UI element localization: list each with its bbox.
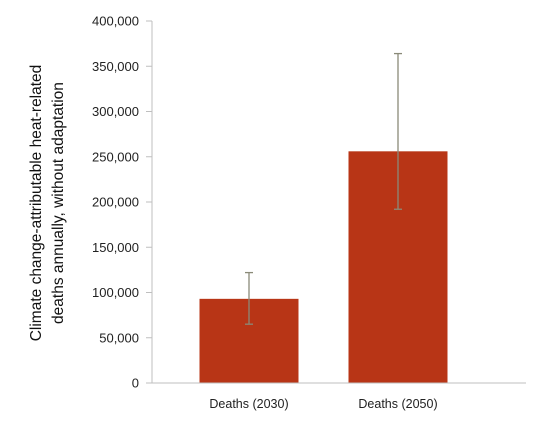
y-tick-label: 300,000 [92, 104, 139, 119]
x-category-label: Deaths (2030) [209, 397, 288, 411]
y-axis-title: Climate change-attributable heat-related… [28, 65, 67, 342]
y-tick-label: 250,000 [92, 149, 139, 164]
y-tick-label: 50,000 [99, 330, 139, 345]
y-axis-title-line-2: deaths annually, without adaptation [50, 82, 67, 324]
x-axis: Deaths (2030) Deaths (2050) [152, 382, 526, 411]
y-tick-label: 200,000 [92, 195, 139, 210]
y-tick-label: 0 [132, 376, 139, 391]
y-axis: 0 50,000 100,000 150,000 200,000 250,000 300,0… [92, 14, 153, 391]
x-category-label: Deaths (2050) [358, 397, 437, 411]
y-axis-title-line-1: Climate change-attributable heat-related [28, 65, 45, 342]
y-tick-label: 150,000 [92, 240, 139, 255]
y-tick-label: 100,000 [92, 285, 139, 300]
plot-area [199, 52, 448, 383]
y-tick-label: 350,000 [92, 59, 139, 74]
y-tick-label: 400,000 [92, 14, 139, 29]
